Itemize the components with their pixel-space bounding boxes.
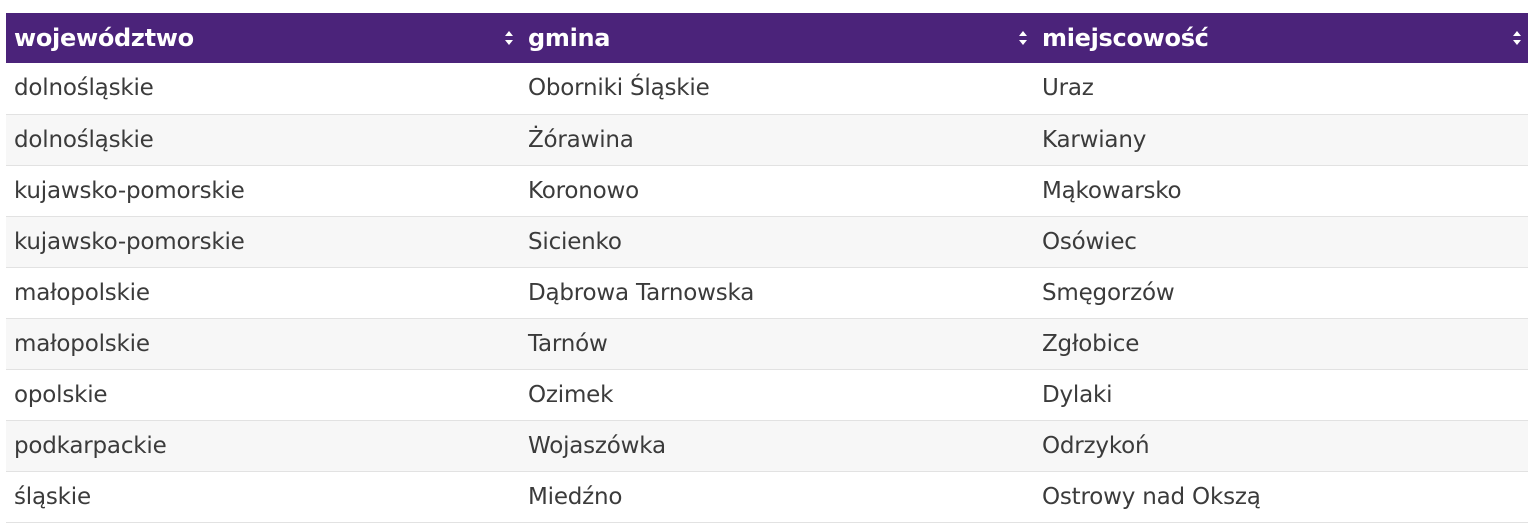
table-row: dolnośląskie Żórawina Karwiany (6, 114, 1528, 165)
cell-gmina: Koronowo (528, 177, 639, 204)
cell-miejscowosc: Dylaki (1042, 381, 1113, 408)
table-row: małopolskie Dąbrowa Tarnowska Smęgorzów (6, 267, 1528, 318)
column-header-gmina[interactable]: gmina (520, 13, 1034, 63)
data-table-container: województwo gmina miejscowość (6, 13, 1528, 523)
column-header-wojewodztwo[interactable]: województwo (6, 13, 520, 63)
table-row: małopolskie Tarnów Zgłobice (6, 318, 1528, 369)
cell-gmina: Żórawina (528, 126, 634, 153)
cell-wojewodztwo: dolnośląskie (14, 126, 154, 153)
header-row: województwo gmina miejscowość (6, 13, 1528, 63)
cell-miejscowosc: Mąkowarsko (1042, 177, 1182, 204)
cell-wojewodztwo: małopolskie (14, 330, 150, 357)
table-body: dolnośląskie Oborniki Śląskie Uraz dolno… (6, 63, 1528, 522)
sort-updown-icon[interactable] (504, 30, 514, 46)
cell-wojewodztwo: kujawsko-pomorskie (14, 228, 245, 255)
cell-gmina: Miedźno (528, 483, 623, 510)
cell-wojewodztwo: kujawsko-pomorskie (14, 177, 245, 204)
cell-miejscowosc: Ostrowy nad Okszą (1042, 483, 1261, 510)
cell-gmina: Oborniki Śląskie (528, 75, 710, 102)
cell-gmina: Tarnów (528, 330, 608, 357)
sort-updown-icon[interactable] (1018, 30, 1028, 46)
cell-gmina: Dąbrowa Tarnowska (528, 279, 755, 306)
column-header-miejscowosc[interactable]: miejscowość (1034, 13, 1528, 63)
table-row: podkarpackie Wojaszówka Odrzykoń (6, 420, 1528, 471)
cell-wojewodztwo: dolnośląskie (14, 75, 154, 102)
locations-table: województwo gmina miejscowość (6, 13, 1528, 523)
cell-wojewodztwo: śląskie (14, 483, 91, 510)
table-row: śląskie Miedźno Ostrowy nad Okszą (6, 471, 1528, 522)
cell-miejscowosc: Zgłobice (1042, 330, 1140, 357)
cell-gmina: Wojaszówka (528, 432, 666, 459)
table-row: opolskie Ozimek Dylaki (6, 369, 1528, 420)
table-row: kujawsko-pomorskie Koronowo Mąkowarsko (6, 165, 1528, 216)
table-row: dolnośląskie Oborniki Śląskie Uraz (6, 63, 1528, 114)
sort-updown-icon[interactable] (1512, 30, 1522, 46)
column-header-label: miejscowość (1042, 24, 1209, 52)
cell-miejscowosc: Smęgorzów (1042, 279, 1175, 306)
cell-miejscowosc: Odrzykoń (1042, 432, 1150, 459)
cell-miejscowosc: Uraz (1042, 75, 1094, 102)
cell-wojewodztwo: opolskie (14, 381, 108, 408)
column-header-label: województwo (14, 24, 194, 52)
cell-gmina: Ozimek (528, 381, 614, 408)
cell-miejscowosc: Karwiany (1042, 126, 1147, 153)
table-header: województwo gmina miejscowość (6, 13, 1528, 63)
cell-miejscowosc: Osówiec (1042, 228, 1137, 255)
cell-gmina: Sicienko (528, 228, 622, 255)
column-header-label: gmina (528, 24, 611, 52)
cell-wojewodztwo: podkarpackie (14, 432, 167, 459)
table-row: kujawsko-pomorskie Sicienko Osówiec (6, 216, 1528, 267)
cell-wojewodztwo: małopolskie (14, 279, 150, 306)
